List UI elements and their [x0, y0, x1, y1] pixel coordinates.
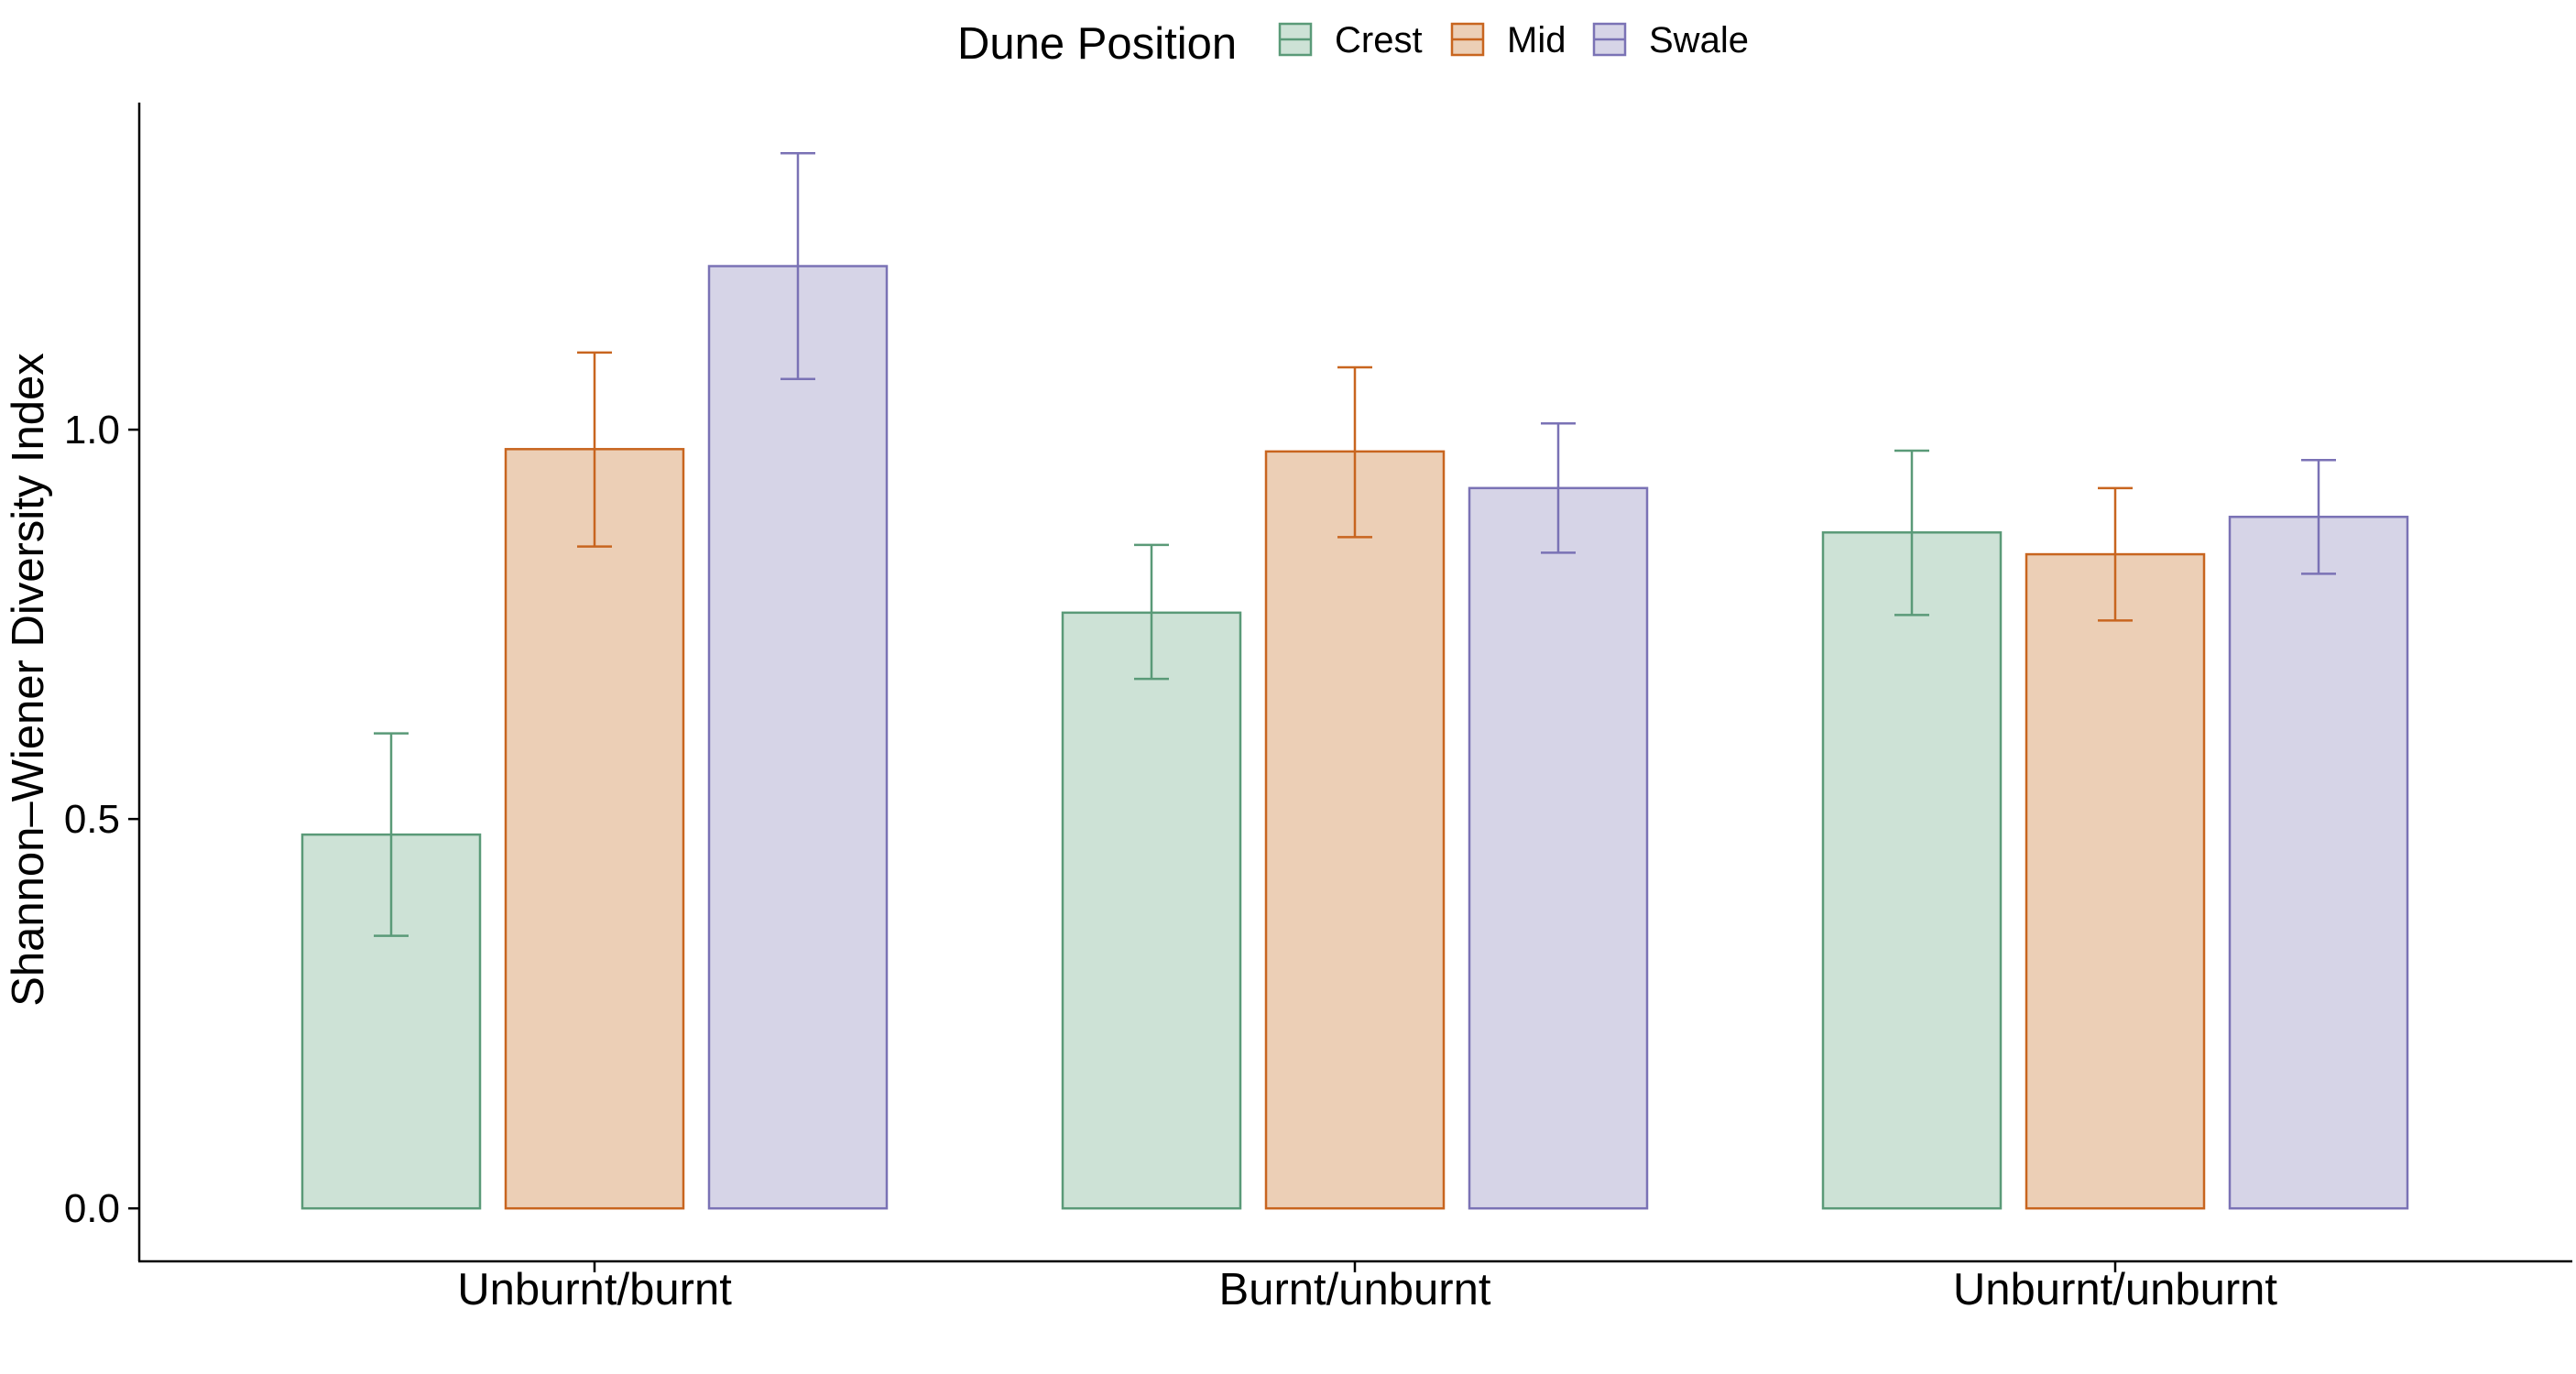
- legend-label-mid: Mid: [1507, 20, 1566, 60]
- error-bars: [374, 152, 2336, 937]
- y-tick-label: 1.0: [64, 408, 120, 453]
- x-tick-label: Unburnt/burnt: [457, 1265, 732, 1314]
- bar-swale-0: [707, 265, 889, 1210]
- bar-swale-2: [2228, 516, 2409, 1210]
- bar-swale-1: [1468, 486, 1649, 1210]
- bar-crest-1: [1061, 611, 1242, 1210]
- legend-title: Dune Position: [957, 19, 1237, 69]
- bar-crest-2: [1821, 531, 2003, 1210]
- legend-label-crest: Crest: [1335, 20, 1423, 60]
- bar-mid-1: [1264, 450, 1446, 1210]
- legend-key-mid: Mid: [1450, 20, 1566, 60]
- bar-mid-0: [504, 448, 685, 1210]
- legend-label-swale: Swale: [1649, 20, 1749, 60]
- x-tick-label: Unburnt/unburnt: [1953, 1265, 2278, 1314]
- y-tick-label: 0.0: [64, 1186, 120, 1231]
- x-axis-ticks: Unburnt/burnt Burnt/unburnt Unburnt/unburn…: [457, 1261, 2277, 1314]
- bar-mid-2: [2025, 552, 2206, 1210]
- bars: [300, 265, 2409, 1210]
- legend: Dune Position Crest Mid Swale: [957, 19, 1749, 69]
- x-tick-label: Burnt/unburnt: [1219, 1265, 1491, 1314]
- y-axis-ticks: 0.0 0.5 1.0: [64, 408, 139, 1231]
- legend-key-swale: Swale: [1592, 20, 1749, 60]
- legend-key-crest: Crest: [1278, 20, 1423, 60]
- y-tick-label: 0.5: [64, 797, 120, 842]
- y-axis-title: Shannon–Wiener Diversity Index: [4, 353, 53, 1007]
